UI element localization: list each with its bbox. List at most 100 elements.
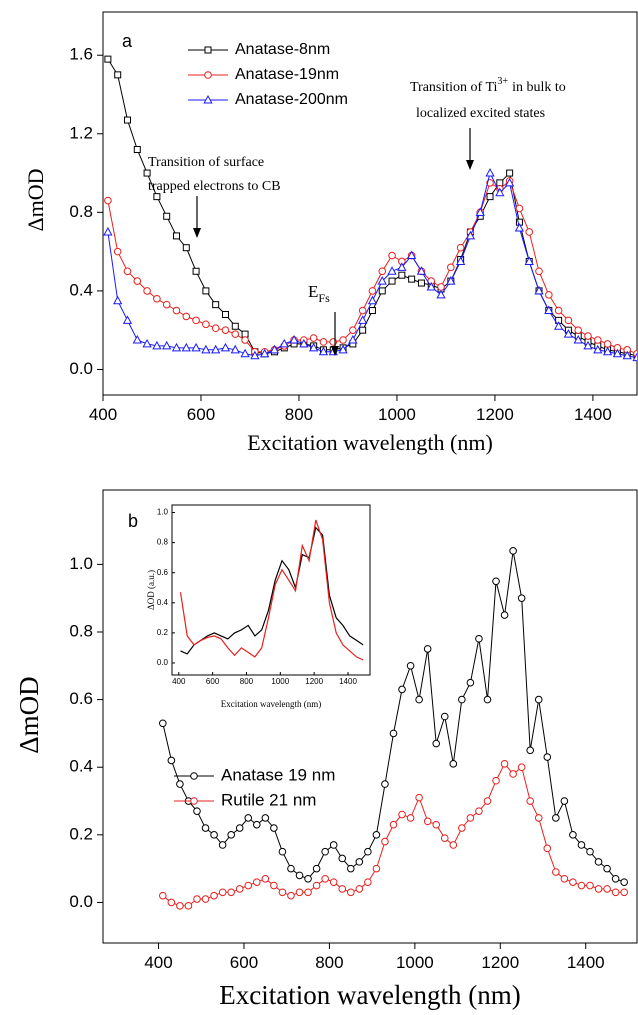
x-tick-label: 1000 (378, 405, 416, 424)
data-point (620, 888, 628, 897)
y-tick-label: 0.4 (69, 280, 93, 299)
data-point (143, 169, 151, 177)
annotation-sup: 3+ (497, 76, 508, 87)
annotation: EFs (308, 282, 330, 305)
data-point (504, 177, 515, 187)
data-point (553, 321, 564, 330)
data-point (515, 204, 524, 213)
data-point (492, 776, 500, 785)
data-point (210, 831, 218, 839)
data-point (133, 277, 142, 285)
data-point (318, 346, 329, 356)
annotation: Transition of Ti3+ in bulk to (410, 76, 566, 95)
data-point (231, 330, 240, 338)
data-point (339, 336, 347, 344)
data-point (289, 334, 299, 344)
data-point (338, 885, 347, 893)
data-point (260, 348, 270, 358)
data-point (159, 891, 167, 900)
data-point (584, 332, 592, 340)
legend-label: Rutile 21 nm (221, 790, 316, 809)
data-point (240, 348, 250, 358)
data-point (355, 885, 364, 893)
data-point (218, 888, 227, 897)
data-point (378, 287, 386, 295)
data-point (458, 695, 466, 704)
data-point (423, 645, 432, 653)
data-point (534, 814, 543, 822)
y-tick-label: 0.8 (157, 538, 169, 547)
data-point (573, 334, 583, 344)
data-point (364, 878, 372, 886)
series-line (179, 519, 364, 661)
x-tick-label: 1000 (396, 953, 434, 972)
data-point (349, 326, 357, 334)
y-tick-label: 1.2 (69, 123, 93, 142)
data-point (378, 267, 387, 276)
legend-marker (190, 772, 198, 780)
data-point (181, 342, 191, 352)
x-tick-label: 1200 (476, 405, 514, 424)
data-point (560, 797, 569, 805)
data-point (560, 874, 569, 883)
data-point (534, 285, 544, 295)
panel: 400 600 800 1000 1200 1400 0.0 0.4 0.8 1.2 1.6 Exci… (23, 11, 638, 455)
x-tick-label: 1000 (271, 677, 289, 686)
data-point (475, 807, 483, 815)
annotation-sub: Fs (318, 291, 330, 305)
data-point (278, 888, 287, 897)
data-point (159, 719, 167, 728)
data-point (312, 881, 321, 890)
data-point (525, 228, 534, 236)
data-point (364, 847, 372, 856)
data-point (483, 797, 492, 805)
annotation-text: E (308, 282, 318, 301)
data-point (611, 888, 620, 897)
data-point (415, 793, 423, 802)
panel-label: b (128, 511, 138, 531)
data-point (113, 295, 123, 305)
data-point (359, 326, 367, 334)
data-point (309, 342, 319, 352)
data-point (417, 279, 425, 287)
data-point (227, 831, 235, 839)
data-point (440, 712, 449, 721)
x-tick-label: 400 (89, 405, 117, 424)
y-tick-label: 1.0 (157, 508, 169, 517)
data-point (509, 547, 517, 555)
series-line (180, 526, 364, 655)
legend-label: Anatase-8nm (235, 41, 330, 58)
data-point (309, 334, 318, 342)
data-point (583, 340, 593, 350)
data-point (252, 820, 261, 829)
data-point (123, 116, 131, 124)
data-point (389, 729, 398, 738)
data-point (202, 320, 210, 329)
y-tick-label: 0.2 (157, 628, 169, 637)
data-point (387, 266, 397, 275)
data-point (321, 847, 329, 856)
arrow-head (331, 346, 339, 356)
plot-frame (171, 504, 371, 676)
legend-label: Anatase-200nm (235, 91, 348, 108)
y-tick-label: 0.4 (69, 757, 93, 776)
data-point (295, 871, 304, 880)
data-point (162, 300, 171, 309)
legend-marker (190, 797, 198, 805)
x-tick-label: 1400 (574, 405, 612, 424)
x-tick-label: 600 (187, 405, 215, 424)
data-point (381, 780, 389, 788)
data-point (622, 350, 632, 360)
data-point (632, 352, 637, 362)
data-point (220, 342, 231, 352)
y-tick-label: 0.0 (69, 892, 93, 911)
data-point (500, 611, 509, 619)
data-point (367, 295, 378, 305)
data-point (552, 868, 560, 876)
panel: 400 600 800 1000 1200 1400 0.0 0.2 0.4 0.6 0.8 1.0 E… (14, 489, 638, 1010)
data-point (221, 310, 229, 318)
data-point (346, 864, 355, 873)
data-point (397, 262, 407, 271)
data-point (432, 739, 441, 748)
data-point (182, 244, 190, 252)
